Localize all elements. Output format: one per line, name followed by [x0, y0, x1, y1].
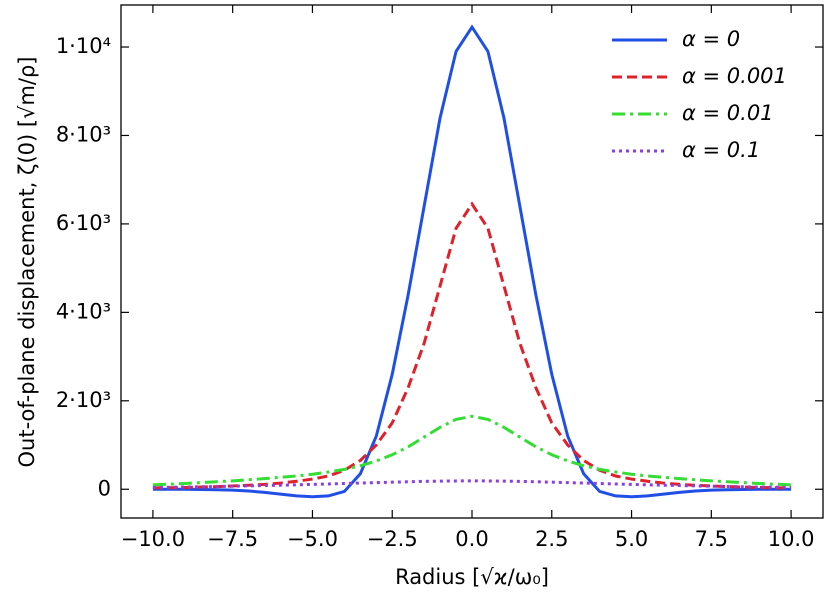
x-axis-label: Radius [√ϰ/ω₀]: [395, 565, 549, 589]
series-line: [152, 201, 792, 490]
x-tick-label: −10.0: [121, 527, 185, 551]
x-tick-label: 0.0: [455, 527, 488, 551]
x-tick-label: −2.5: [367, 527, 418, 551]
y-tick-label: 8·10³: [56, 122, 111, 146]
legend-label: α = 0: [682, 27, 740, 51]
series-line: [152, 24, 792, 499]
x-tick-label: 10.0: [768, 527, 815, 551]
series-line: [152, 479, 792, 489]
y-tick-label: 6·10³: [56, 211, 111, 235]
x-tick-label: −5.0: [287, 527, 338, 551]
legend-label: α = 0.001: [682, 64, 787, 88]
x-tick-label: 5.0: [615, 527, 648, 551]
y-tick-label: 0: [98, 476, 111, 500]
x-tick-label: 7.5: [695, 527, 728, 551]
x-tick-label: −7.5: [207, 527, 258, 551]
legend-label: α = 0.01: [682, 101, 774, 125]
y-tick-label: 2·10³: [56, 388, 111, 412]
y-tick-label: 4·10³: [56, 299, 111, 323]
legend-label: α = 0.1: [682, 138, 760, 162]
y-axis-label: Out-of-plane displacement, ζ(0) [√m/ρ]: [15, 57, 39, 468]
series-line: [152, 414, 792, 487]
y-tick-label: 1·10⁴: [56, 34, 111, 58]
x-tick-label: 2.5: [535, 527, 568, 551]
